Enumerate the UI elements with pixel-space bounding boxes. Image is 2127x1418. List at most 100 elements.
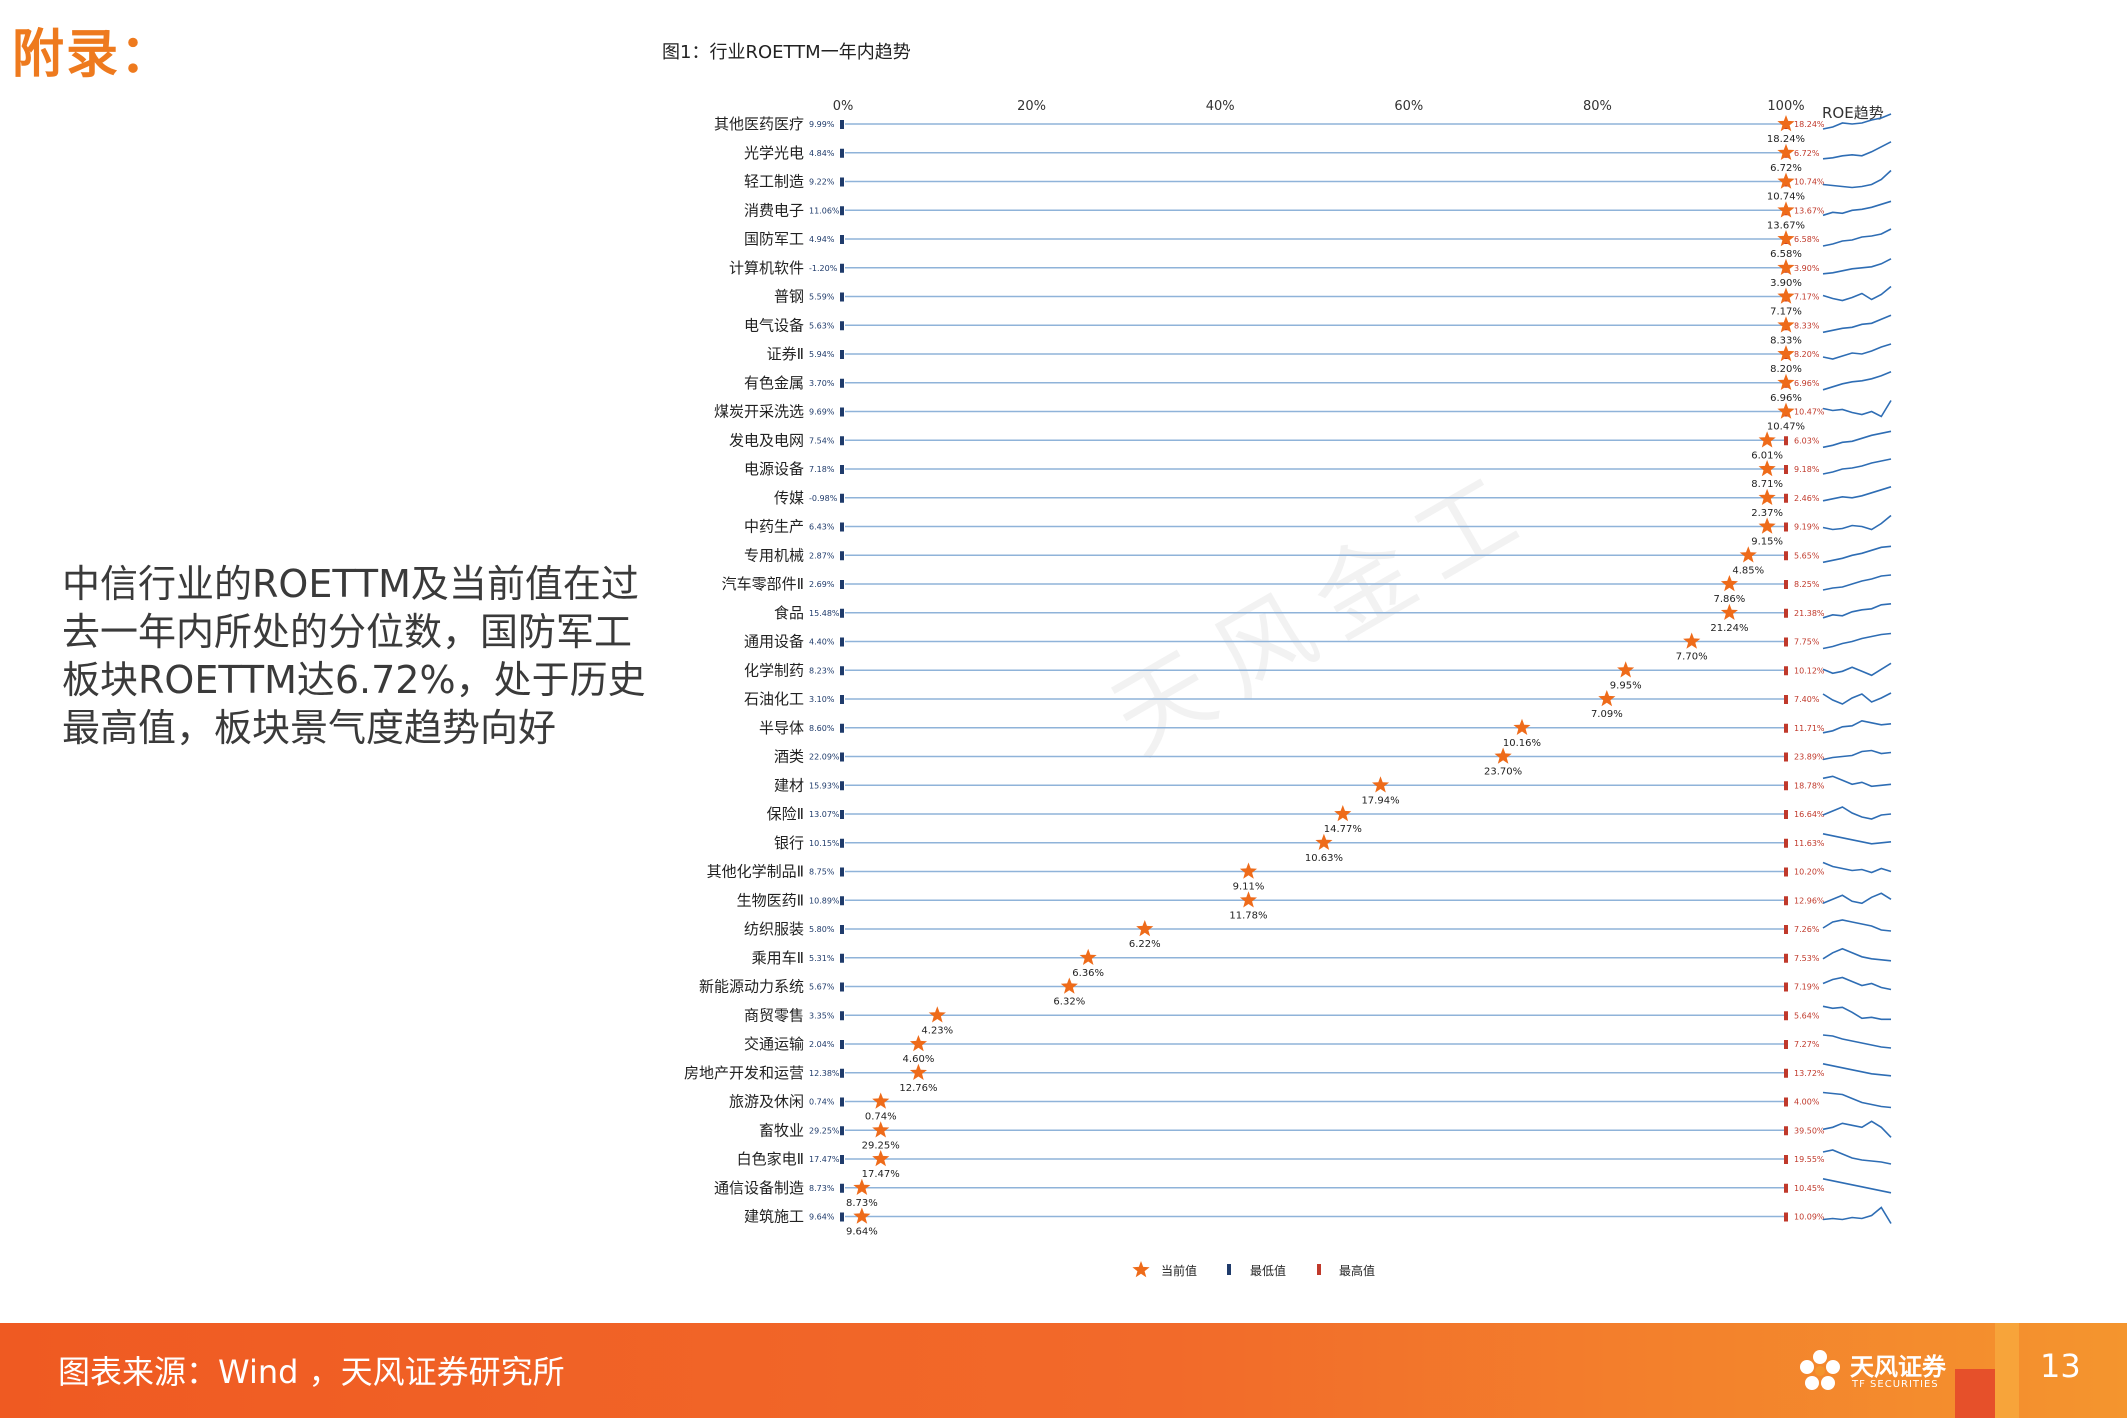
current-value-label: 13.67% xyxy=(1767,220,1805,231)
max-value-label: 2.46% xyxy=(1794,494,1820,503)
current-value-star xyxy=(853,1207,871,1224)
x-tick-label: 60% xyxy=(1394,99,1423,114)
flower-logo-icon xyxy=(1800,1350,1840,1390)
max-value-label: 10.12% xyxy=(1794,666,1825,675)
max-value-label: 21.38% xyxy=(1794,609,1825,618)
current-value-label: 11.78% xyxy=(1229,910,1267,921)
footer-decoration-block xyxy=(1955,1369,1995,1418)
current-value-star xyxy=(1239,862,1257,879)
min-marker xyxy=(840,723,844,733)
min-marker xyxy=(840,1126,844,1136)
max-value-label: 10.74% xyxy=(1794,178,1825,187)
max-marker xyxy=(1784,551,1788,561)
category-label: 电源设备 xyxy=(744,460,804,478)
min-marker xyxy=(840,1011,844,1021)
max-marker xyxy=(1784,953,1788,963)
roe-trend-sparkline xyxy=(1822,258,1892,275)
category-label: 旅游及休闲 xyxy=(729,1093,804,1111)
current-value-star xyxy=(1777,345,1795,362)
min-marker xyxy=(840,1040,844,1049)
min-marker xyxy=(840,896,844,906)
roe-trend-sparkline xyxy=(1822,632,1892,650)
current-value-label: 6.96% xyxy=(1770,393,1802,404)
category-label: 汽车零部件Ⅱ xyxy=(722,575,804,593)
roe-trend-sparkline xyxy=(1822,662,1892,677)
min-marker xyxy=(840,666,844,676)
min-marker xyxy=(840,465,844,474)
min-marker xyxy=(840,781,844,791)
max-marker xyxy=(1784,723,1788,733)
current-value-label: 12.76% xyxy=(899,1083,937,1094)
current-value-star xyxy=(928,1006,946,1023)
max-marker xyxy=(1784,810,1788,819)
min-value-label: 11.06% xyxy=(809,206,840,215)
current-value-star xyxy=(1777,230,1795,247)
watermark-text: 天风金工 xyxy=(1095,447,1553,776)
x-tick-label: 100% xyxy=(1767,99,1804,114)
min-value-label: 9.64% xyxy=(809,1213,835,1222)
current-value-star xyxy=(1079,948,1097,965)
max-marker xyxy=(1784,925,1788,934)
category-label: 证券Ⅱ xyxy=(767,345,804,363)
category-label: 中药生产 xyxy=(744,518,804,536)
current-value-label: 9.64% xyxy=(846,1227,878,1238)
roe-trend-sparkline xyxy=(1822,775,1892,788)
category-label: 计算机软件 xyxy=(729,259,804,277)
min-marker xyxy=(840,580,844,589)
max-marker xyxy=(1784,436,1788,446)
current-value-label: 6.22% xyxy=(1129,939,1161,950)
current-value-label: 0.74% xyxy=(865,1112,897,1123)
max-marker xyxy=(1784,838,1788,848)
min-value-label: 5.67% xyxy=(809,983,835,992)
current-value-star xyxy=(872,1092,890,1109)
min-marker xyxy=(840,263,844,273)
min-value-label: 3.35% xyxy=(809,1011,835,1020)
current-value-label: 10.74% xyxy=(1767,192,1805,203)
max-value-label: 18.24% xyxy=(1794,120,1825,129)
max-value-label: 10.09% xyxy=(1794,1213,1825,1222)
max-marker xyxy=(1784,465,1788,474)
current-value-label: 8.71% xyxy=(1751,479,1783,490)
max-value-label: 3.90% xyxy=(1794,264,1820,273)
current-value-label: 17.47% xyxy=(862,1169,900,1180)
min-marker xyxy=(840,177,844,187)
min-marker xyxy=(840,493,844,503)
max-value-label: 7.19% xyxy=(1794,983,1820,992)
max-marker xyxy=(1784,1155,1788,1164)
roe-trend-sparkline xyxy=(1822,1178,1892,1194)
max-value-label: 8.25% xyxy=(1794,580,1820,589)
max-value-label: 8.20% xyxy=(1794,350,1820,359)
current-value-label: 9.11% xyxy=(1233,882,1265,893)
max-value-label: 19.55% xyxy=(1794,1155,1825,1164)
min-value-label: 5.94% xyxy=(809,350,835,359)
roe-trend-sparkline xyxy=(1822,1120,1892,1138)
current-value-star xyxy=(1136,920,1154,937)
category-label: 国防军工 xyxy=(744,230,804,248)
min-value-label: 3.70% xyxy=(809,379,835,388)
min-value-label: 8.73% xyxy=(809,1184,835,1193)
min-value-label: 5.59% xyxy=(809,293,835,302)
current-value-label: 23.70% xyxy=(1484,767,1522,778)
min-marker xyxy=(840,1068,844,1078)
min-value-label: 3.10% xyxy=(809,695,835,704)
x-tick-label: 0% xyxy=(833,99,854,114)
legend-star-icon xyxy=(1132,1261,1150,1278)
max-value-label: 5.64% xyxy=(1794,1011,1820,1020)
legend-max-icon xyxy=(1317,1264,1321,1275)
max-value-label: 7.40% xyxy=(1794,695,1820,704)
roe-trend-sparkline xyxy=(1822,749,1892,761)
roe-trend-sparkline xyxy=(1822,545,1892,564)
current-value-label: 8.20% xyxy=(1770,364,1802,375)
current-value-star xyxy=(1513,718,1531,735)
current-value-star xyxy=(1315,833,1333,850)
current-value-label: 7.09% xyxy=(1591,709,1623,720)
min-marker xyxy=(840,350,844,359)
min-value-label: 2.69% xyxy=(809,580,835,589)
category-label: 保险Ⅱ xyxy=(767,805,804,823)
footer-decoration-stripe xyxy=(1995,1323,2019,1418)
category-label: 煤炭开采洗选 xyxy=(714,403,804,421)
roe-trend-sparkline xyxy=(1822,919,1892,932)
min-marker xyxy=(840,235,844,244)
current-value-label: 6.01% xyxy=(1751,450,1783,461)
max-marker xyxy=(1784,752,1788,762)
